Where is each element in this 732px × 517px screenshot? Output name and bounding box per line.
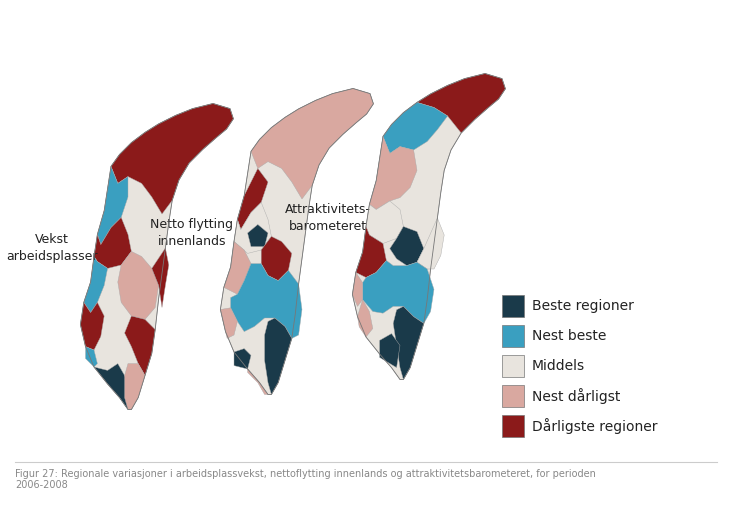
Polygon shape: [231, 264, 302, 339]
FancyBboxPatch shape: [502, 325, 524, 347]
Text: Nest beste: Nest beste: [532, 329, 606, 343]
Polygon shape: [234, 202, 272, 253]
Polygon shape: [118, 251, 159, 320]
Polygon shape: [86, 346, 97, 367]
Text: Beste regioner: Beste regioner: [532, 299, 634, 313]
FancyBboxPatch shape: [502, 355, 524, 377]
Polygon shape: [357, 299, 373, 337]
Polygon shape: [380, 333, 400, 368]
Polygon shape: [261, 236, 292, 281]
Polygon shape: [417, 218, 444, 269]
FancyBboxPatch shape: [502, 295, 524, 317]
Polygon shape: [152, 248, 169, 308]
Text: Nest dårligst: Nest dårligst: [532, 388, 621, 404]
Polygon shape: [417, 73, 505, 133]
Polygon shape: [366, 201, 403, 244]
Polygon shape: [352, 272, 362, 307]
Text: Netto flytting
innenlands: Netto flytting innenlands: [151, 218, 234, 248]
Polygon shape: [264, 318, 292, 394]
Polygon shape: [81, 103, 234, 409]
Text: Vekst
arbeidsplasser: Vekst arbeidsplasser: [7, 233, 98, 263]
Text: Dårligste regioner: Dårligste regioner: [532, 418, 657, 434]
Polygon shape: [220, 308, 237, 339]
FancyBboxPatch shape: [502, 415, 524, 437]
Polygon shape: [383, 102, 447, 154]
Polygon shape: [393, 307, 424, 379]
Polygon shape: [124, 363, 145, 409]
Polygon shape: [352, 73, 505, 379]
Polygon shape: [362, 261, 434, 324]
Polygon shape: [251, 88, 373, 199]
Polygon shape: [390, 226, 424, 266]
Text: Figur 27: Regionale variasjoner i arbeidsplassvekst, nettoflytting innenlands og: Figur 27: Regionale variasjoner i arbeid…: [15, 469, 596, 479]
Polygon shape: [224, 241, 251, 294]
Text: Attraktivitets-
barometeret: Attraktivitets- barometeret: [285, 203, 371, 233]
FancyBboxPatch shape: [502, 385, 524, 407]
Text: 2006-2008: 2006-2008: [15, 480, 68, 490]
Polygon shape: [234, 348, 251, 369]
Polygon shape: [220, 88, 373, 394]
Polygon shape: [94, 218, 132, 268]
Polygon shape: [81, 302, 104, 350]
Polygon shape: [356, 226, 386, 278]
Polygon shape: [370, 136, 417, 209]
Polygon shape: [94, 363, 132, 409]
Polygon shape: [247, 369, 268, 394]
Text: Middels: Middels: [532, 359, 585, 373]
Polygon shape: [237, 169, 268, 230]
Polygon shape: [83, 256, 108, 313]
Polygon shape: [247, 224, 268, 247]
Polygon shape: [111, 103, 234, 214]
Polygon shape: [97, 166, 128, 245]
Polygon shape: [124, 316, 155, 375]
